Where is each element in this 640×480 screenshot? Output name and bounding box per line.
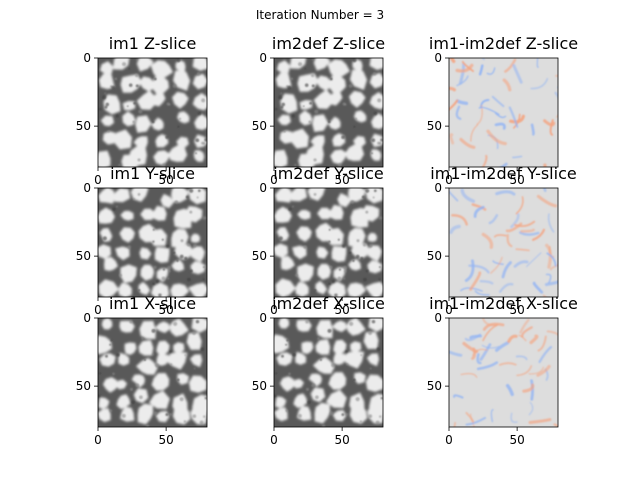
axes-frame <box>448 57 559 168</box>
subplot-title: im1-im2def X-slice <box>429 294 578 313</box>
axes-frame <box>448 187 559 298</box>
y-tick-label: 50 <box>427 379 442 393</box>
x-tick-label: 0 <box>270 173 278 187</box>
heatmap-image <box>98 188 207 297</box>
x-tick-label: 50 <box>158 303 173 317</box>
axes-frame <box>273 317 384 428</box>
subplot-2: im2def Z-slice 0 50 0 50 <box>252 34 385 187</box>
y-tick-label: 50 <box>252 119 267 133</box>
x-tick-label: 50 <box>158 173 173 187</box>
heatmap-image <box>274 58 383 167</box>
heatmap-image <box>449 318 558 427</box>
heatmap-image <box>449 188 558 297</box>
y-tick-label: 50 <box>76 249 91 263</box>
axes-frame <box>448 317 559 428</box>
x-tick-label: 50 <box>334 303 349 317</box>
x-tick-label: 0 <box>270 433 278 447</box>
y-tick-label: 0 <box>259 51 267 65</box>
axes-frame <box>97 57 208 168</box>
figure-suptitle: Iteration Number = 3 <box>255 8 385 22</box>
y-tick-label: 0 <box>434 51 442 65</box>
y-tick-label: 50 <box>252 249 267 263</box>
heatmap-image <box>274 318 383 427</box>
x-tick-label: 50 <box>509 433 524 447</box>
y-tick-label: 0 <box>259 181 267 195</box>
subplot-1: im1 Z-slice 0 50 0 50 <box>76 34 208 187</box>
axes-frame <box>273 57 384 168</box>
y-tick-label: 0 <box>434 311 442 325</box>
x-tick-label: 50 <box>334 173 349 187</box>
y-tick-label: 50 <box>76 379 91 393</box>
x-tick-label: 0 <box>270 303 278 317</box>
subplot-4: im1 Y-slice 0 50 0 50 <box>76 164 208 317</box>
x-tick-label: 0 <box>445 433 453 447</box>
subplot-title: im1 Y-slice <box>110 164 195 183</box>
x-tick-label: 50 <box>509 303 524 317</box>
y-tick-label: 0 <box>83 51 91 65</box>
x-tick-label: 50 <box>509 173 524 187</box>
subplot-title: im2def X-slice <box>272 294 385 313</box>
subplot-title: im1-im2def Z-slice <box>429 34 578 53</box>
x-tick-label: 50 <box>334 433 349 447</box>
heatmap-image <box>274 188 383 297</box>
heatmap-image <box>98 318 207 427</box>
x-tick-label: 0 <box>94 433 102 447</box>
x-tick-label: 0 <box>94 173 102 187</box>
y-tick-label: 50 <box>427 249 442 263</box>
heatmap-image <box>449 58 558 167</box>
axes-frame <box>97 317 208 428</box>
subplot-title: im1-im2def Y-slice <box>430 164 576 183</box>
subplot-title: im1 Z-slice <box>109 34 197 53</box>
x-tick-label: 0 <box>445 303 453 317</box>
y-tick-label: 50 <box>76 119 91 133</box>
subplot-title: im2def Y-slice <box>273 164 383 183</box>
y-tick-label: 0 <box>434 181 442 195</box>
y-tick-label: 0 <box>83 311 91 325</box>
y-tick-label: 50 <box>252 379 267 393</box>
axes-frame <box>273 187 384 298</box>
axes-frame <box>97 187 208 298</box>
x-tick-label: 50 <box>158 433 173 447</box>
subplot-title: im1 X-slice <box>109 294 196 313</box>
y-tick-label: 0 <box>83 181 91 195</box>
y-tick-label: 50 <box>427 119 442 133</box>
subplot-7: im1 X-slice 0 50 0 50 <box>76 294 208 447</box>
y-tick-label: 0 <box>259 311 267 325</box>
x-tick-label: 0 <box>445 173 453 187</box>
heatmap-image <box>98 58 207 167</box>
subplot-title: im2def Z-slice <box>272 34 385 53</box>
x-tick-label: 0 <box>94 303 102 317</box>
